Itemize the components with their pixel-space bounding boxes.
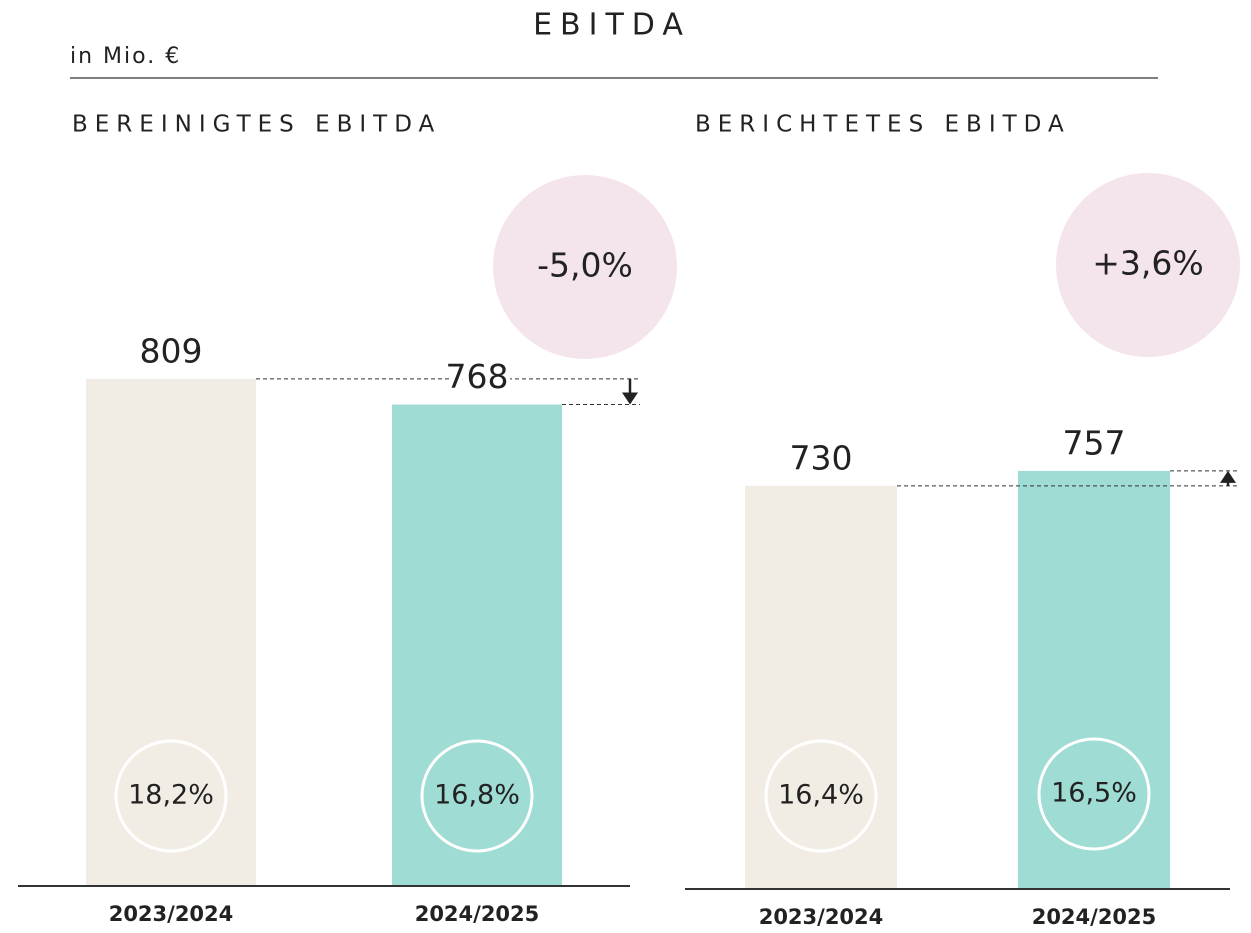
value-label: 809	[140, 331, 203, 370]
x-tick-label: 2024/2025	[1032, 905, 1157, 929]
change-bubble	[493, 175, 677, 359]
margin-label: 16,8%	[434, 780, 520, 811]
change-bubble	[1056, 173, 1240, 357]
margin-label: 18,2%	[128, 780, 214, 811]
x-tick-label: 2023/2024	[759, 905, 884, 929]
bar	[745, 485, 897, 889]
chart-title: BERICHTETES EBITDA	[695, 112, 1071, 138]
value-label: 757	[1063, 423, 1126, 462]
margin-circle	[114, 739, 228, 853]
margin-label: 16,5%	[1051, 778, 1137, 809]
unit-label: in Mio. €	[70, 44, 181, 69]
value-label: 730	[790, 438, 853, 477]
margin-circle	[764, 739, 878, 853]
margin-circle	[1037, 737, 1151, 851]
bar	[1018, 470, 1170, 889]
chart-title: BEREINIGTES EBITDA	[72, 112, 441, 138]
x-tick-label: 2023/2024	[109, 902, 234, 926]
change-label: -5,0%	[537, 246, 633, 285]
page-title: EBITDA	[533, 8, 691, 43]
x-tick-label: 2024/2025	[415, 902, 540, 926]
bar	[392, 404, 562, 886]
bar	[86, 378, 256, 886]
change-arrow-head	[622, 392, 638, 405]
margin-label: 16,4%	[778, 780, 864, 811]
value-label: 768	[446, 357, 509, 396]
change-arrow-head	[1220, 470, 1236, 483]
margin-circle	[420, 739, 534, 853]
change-label: +3,6%	[1092, 244, 1204, 283]
